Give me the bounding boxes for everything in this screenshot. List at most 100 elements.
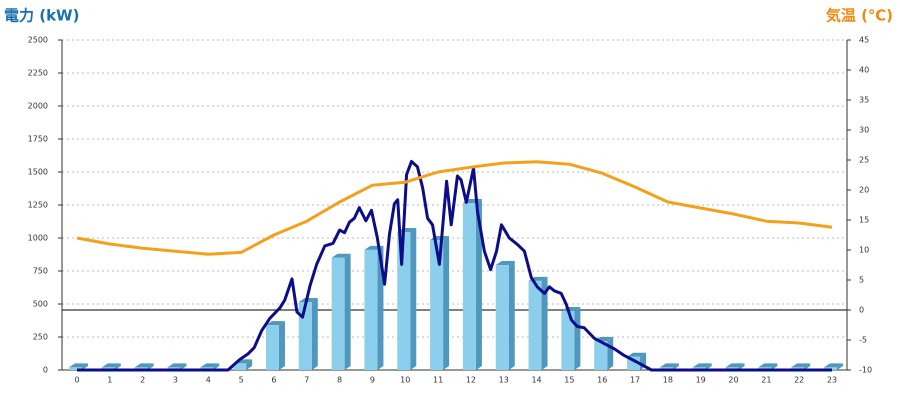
bar-top (331, 253, 351, 258)
bar-side (82, 363, 88, 370)
y2-axis-title: 気温 (℃) (826, 7, 893, 25)
bar-side (607, 336, 614, 370)
bar-group (495, 261, 515, 370)
x-tick-label: 23 (827, 376, 837, 385)
x-tick-label: 12 (466, 376, 476, 385)
x-tick-label: 20 (728, 376, 738, 385)
bar-top (791, 363, 811, 368)
y2-tick-label: 30 (859, 126, 869, 135)
bar-top (692, 363, 712, 368)
bar (69, 367, 82, 370)
bar-side (672, 363, 679, 370)
y2-tick-label: 15 (859, 216, 869, 225)
y-tick-label: 1000 (28, 234, 48, 243)
x-tick-label: 7 (304, 376, 309, 385)
bar-side (180, 363, 187, 370)
x-tick-label: 17 (630, 376, 640, 385)
x-tick-label: 14 (531, 376, 541, 385)
y2-tick-label: 45 (859, 36, 869, 45)
y-axis-title: 電力 (kW) (4, 7, 79, 25)
x-tick-label: 10 (400, 376, 410, 385)
y-tick-label: 500 (33, 300, 48, 309)
bar-top (134, 363, 154, 368)
x-tick-label: 16 (597, 376, 607, 385)
bar-side (705, 363, 712, 370)
bar-top (69, 363, 88, 368)
x-tick-label: 9 (370, 376, 375, 385)
x-tick-label: 13 (499, 376, 509, 385)
x-tick-label: 1 (107, 376, 112, 385)
bar (528, 280, 542, 370)
bar-side (738, 363, 745, 370)
bar-top (298, 298, 318, 303)
bar-top (200, 363, 220, 368)
bar (364, 249, 378, 370)
bar-side (443, 235, 450, 370)
y-tick-label: 750 (33, 267, 48, 276)
y-tick-label: 1250 (28, 201, 48, 210)
bar-group (528, 276, 548, 370)
y2-tick-label: 10 (859, 246, 869, 255)
x-tick-label: 4 (206, 376, 211, 385)
bar (265, 325, 279, 370)
bar-side (508, 261, 515, 370)
bar-group (265, 321, 285, 370)
y2-tick-label: 35 (859, 96, 869, 105)
y-tick-label: 2500 (28, 36, 48, 45)
x-tick-label: 15 (564, 376, 574, 385)
bar-group (397, 228, 417, 370)
y2-tick-label: -5 (859, 336, 867, 345)
y2-tick-label: 40 (859, 66, 869, 75)
bar-top (167, 363, 187, 368)
bar-top (265, 321, 285, 326)
bar-group (331, 253, 351, 370)
y-tick-label: 250 (33, 333, 48, 342)
y2-tick-label: 25 (859, 156, 869, 165)
bar-top (725, 363, 745, 368)
bar-side (311, 298, 318, 370)
bar-side (837, 363, 843, 370)
x-tick-label: 18 (663, 376, 673, 385)
x-tick-label: 5 (239, 376, 244, 385)
bar (561, 310, 575, 370)
bar-side (804, 363, 811, 370)
bar-side (114, 363, 121, 370)
bar (495, 265, 509, 370)
x-tick-label: 11 (433, 376, 443, 385)
bar-group (298, 298, 318, 370)
x-tick-label: 22 (794, 376, 804, 385)
y-tick-label: 2000 (28, 102, 48, 111)
bar-side (246, 359, 253, 370)
bar (462, 203, 476, 370)
bar (298, 302, 312, 370)
x-tick-label: 3 (173, 376, 178, 385)
bar-group (69, 363, 88, 370)
bar-top (659, 363, 679, 368)
y2-tick-label: 5 (859, 276, 864, 285)
bar-group (430, 235, 450, 370)
bar (430, 239, 444, 370)
bar-side (344, 253, 351, 370)
x-tick-label: 2 (140, 376, 145, 385)
bar-top (627, 352, 647, 357)
bar-top (495, 261, 515, 266)
x-tick-label: 8 (337, 376, 342, 385)
x-tick-label: 19 (696, 376, 706, 385)
bar-top (758, 363, 778, 368)
bar-top (101, 363, 121, 368)
bar-side (213, 363, 220, 370)
bar-side (771, 363, 778, 370)
x-tick-label: 21 (761, 376, 771, 385)
power-line (77, 159, 832, 372)
temperature-line (76, 160, 833, 256)
y2-tick-label: -10 (859, 366, 872, 375)
y-tick-label: 1500 (28, 168, 48, 177)
bar-side (147, 363, 154, 370)
bar-side (410, 228, 417, 370)
bar-top (824, 363, 843, 368)
y-tick-label: 2250 (28, 69, 48, 78)
bar-side (278, 321, 285, 370)
y2-tick-label: 20 (859, 186, 869, 195)
bar-side (475, 199, 482, 370)
